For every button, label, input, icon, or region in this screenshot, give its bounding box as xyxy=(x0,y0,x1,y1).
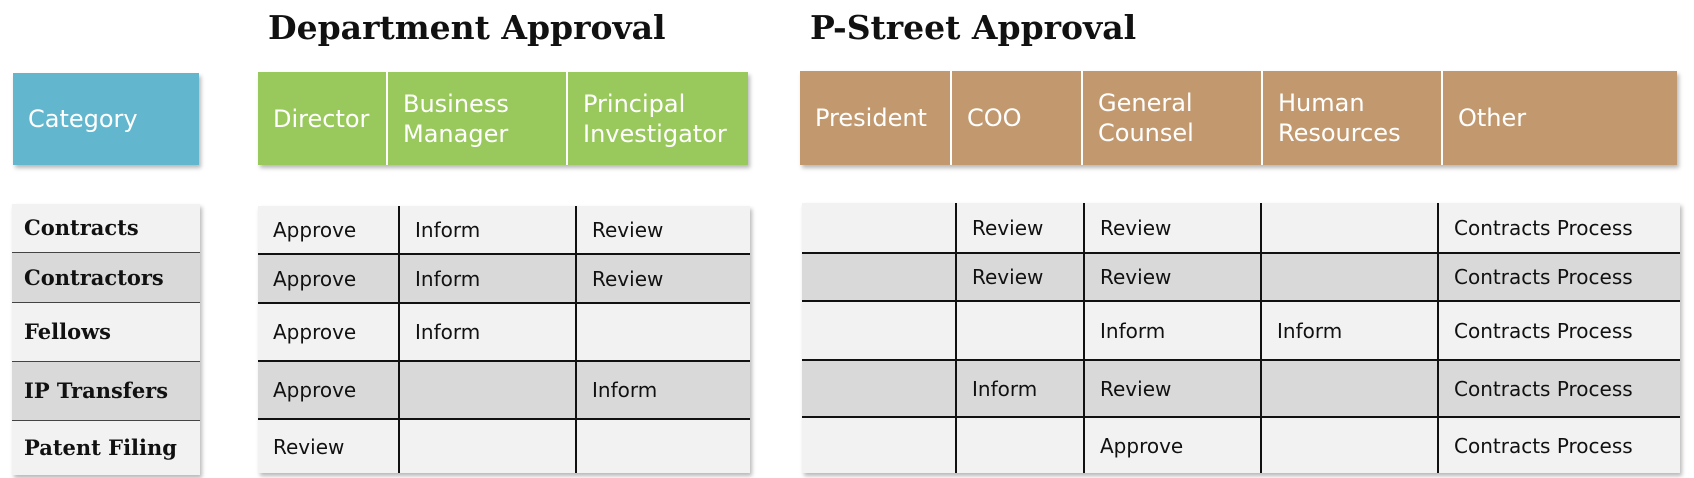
president-cell xyxy=(802,203,957,254)
header-business-manager: Business Manager xyxy=(388,72,568,165)
department-header-row: Director Business Manager Principal Inve… xyxy=(258,72,748,165)
header-president: President xyxy=(800,71,952,165)
table-row: Review Review Contracts Process xyxy=(802,253,1680,302)
department-approval-table: Approve Inform Review Approve Inform Rev… xyxy=(258,206,750,473)
director-cell: Approve xyxy=(258,361,400,420)
president-cell xyxy=(802,360,957,418)
general-counsel-cell: Approve xyxy=(1084,417,1262,473)
business-manager-cell: Inform xyxy=(399,303,577,362)
category-row: Contracts xyxy=(12,204,200,253)
general-counsel-cell: Review xyxy=(1084,360,1262,418)
coo-cell xyxy=(956,301,1085,361)
general-counsel-cell: Review xyxy=(1084,253,1262,302)
header-coo: COO xyxy=(952,71,1083,165)
other-cell: Contracts Process xyxy=(1438,301,1680,361)
business-manager-cell: Inform xyxy=(399,254,577,304)
pstreet-approval-title: P-Street Approval xyxy=(810,8,1137,47)
header-general-counsel: General Counsel xyxy=(1083,71,1263,165)
coo-cell: Review xyxy=(956,253,1085,302)
director-cell: Approve xyxy=(258,206,400,255)
coo-cell xyxy=(956,417,1085,473)
category-cell: Fellows xyxy=(12,302,200,362)
category-row: IP Transfers xyxy=(12,361,200,421)
business-manager-cell: Inform xyxy=(399,206,577,255)
other-cell: Contracts Process xyxy=(1438,360,1680,418)
director-cell: Review xyxy=(258,419,400,473)
human-resources-cell xyxy=(1261,253,1439,302)
pstreet-approval-table: Review Review Contracts Process Review R… xyxy=(802,203,1680,473)
principal-investigator-cell: Inform xyxy=(576,361,750,420)
coo-cell: Inform xyxy=(956,360,1085,418)
table-row: Approve Contracts Process xyxy=(802,417,1680,473)
header-human-resources: Human Resources xyxy=(1263,71,1443,165)
principal-investigator-cell: Review xyxy=(576,206,750,255)
president-cell xyxy=(802,301,957,361)
other-cell: Contracts Process xyxy=(1438,203,1680,254)
table-row: Inform Review Contracts Process xyxy=(802,360,1680,418)
category-row: Contractors xyxy=(12,252,200,303)
president-cell xyxy=(802,253,957,302)
header-director: Director xyxy=(258,72,388,165)
table-row: Review xyxy=(258,419,750,473)
principal-investigator-cell: Review xyxy=(576,254,750,304)
category-cell: Contractors xyxy=(12,252,200,303)
category-cell: Patent Filing xyxy=(12,420,200,475)
category-header-label: Category xyxy=(13,73,199,165)
header-other: Other xyxy=(1443,71,1677,165)
human-resources-cell xyxy=(1261,203,1439,254)
table-row: Review Review Contracts Process xyxy=(802,203,1680,254)
table-row: Inform Inform Contracts Process xyxy=(802,301,1680,361)
header-principal-investigator: Principal Investigator xyxy=(568,72,748,165)
business-manager-cell xyxy=(399,419,577,473)
principal-investigator-cell xyxy=(576,303,750,362)
general-counsel-cell: Inform xyxy=(1084,301,1262,361)
director-cell: Approve xyxy=(258,254,400,304)
table-row: Approve Inform Review xyxy=(258,254,750,304)
human-resources-cell xyxy=(1261,417,1439,473)
general-counsel-cell: Review xyxy=(1084,203,1262,254)
table-row: Approve Inform xyxy=(258,361,750,420)
human-resources-cell xyxy=(1261,360,1439,418)
other-cell: Contracts Process xyxy=(1438,417,1680,473)
principal-investigator-cell xyxy=(576,419,750,473)
category-table: Contracts Contractors Fellows IP Transfe… xyxy=(12,204,200,475)
table-row: Approve Inform xyxy=(258,303,750,362)
category-row: Fellows xyxy=(12,302,200,362)
category-header: Category xyxy=(13,73,199,165)
coo-cell: Review xyxy=(956,203,1085,254)
category-cell: IP Transfers xyxy=(12,361,200,421)
category-row: Patent Filing xyxy=(12,420,200,475)
director-cell: Approve xyxy=(258,303,400,362)
business-manager-cell xyxy=(399,361,577,420)
table-row: Approve Inform Review xyxy=(258,206,750,255)
human-resources-cell: Inform xyxy=(1261,301,1439,361)
president-cell xyxy=(802,417,957,473)
other-cell: Contracts Process xyxy=(1438,253,1680,302)
category-cell: Contracts xyxy=(12,204,200,253)
pstreet-header-row: President COO General Counsel Human Reso… xyxy=(800,71,1677,165)
department-approval-title: Department Approval xyxy=(268,8,666,47)
